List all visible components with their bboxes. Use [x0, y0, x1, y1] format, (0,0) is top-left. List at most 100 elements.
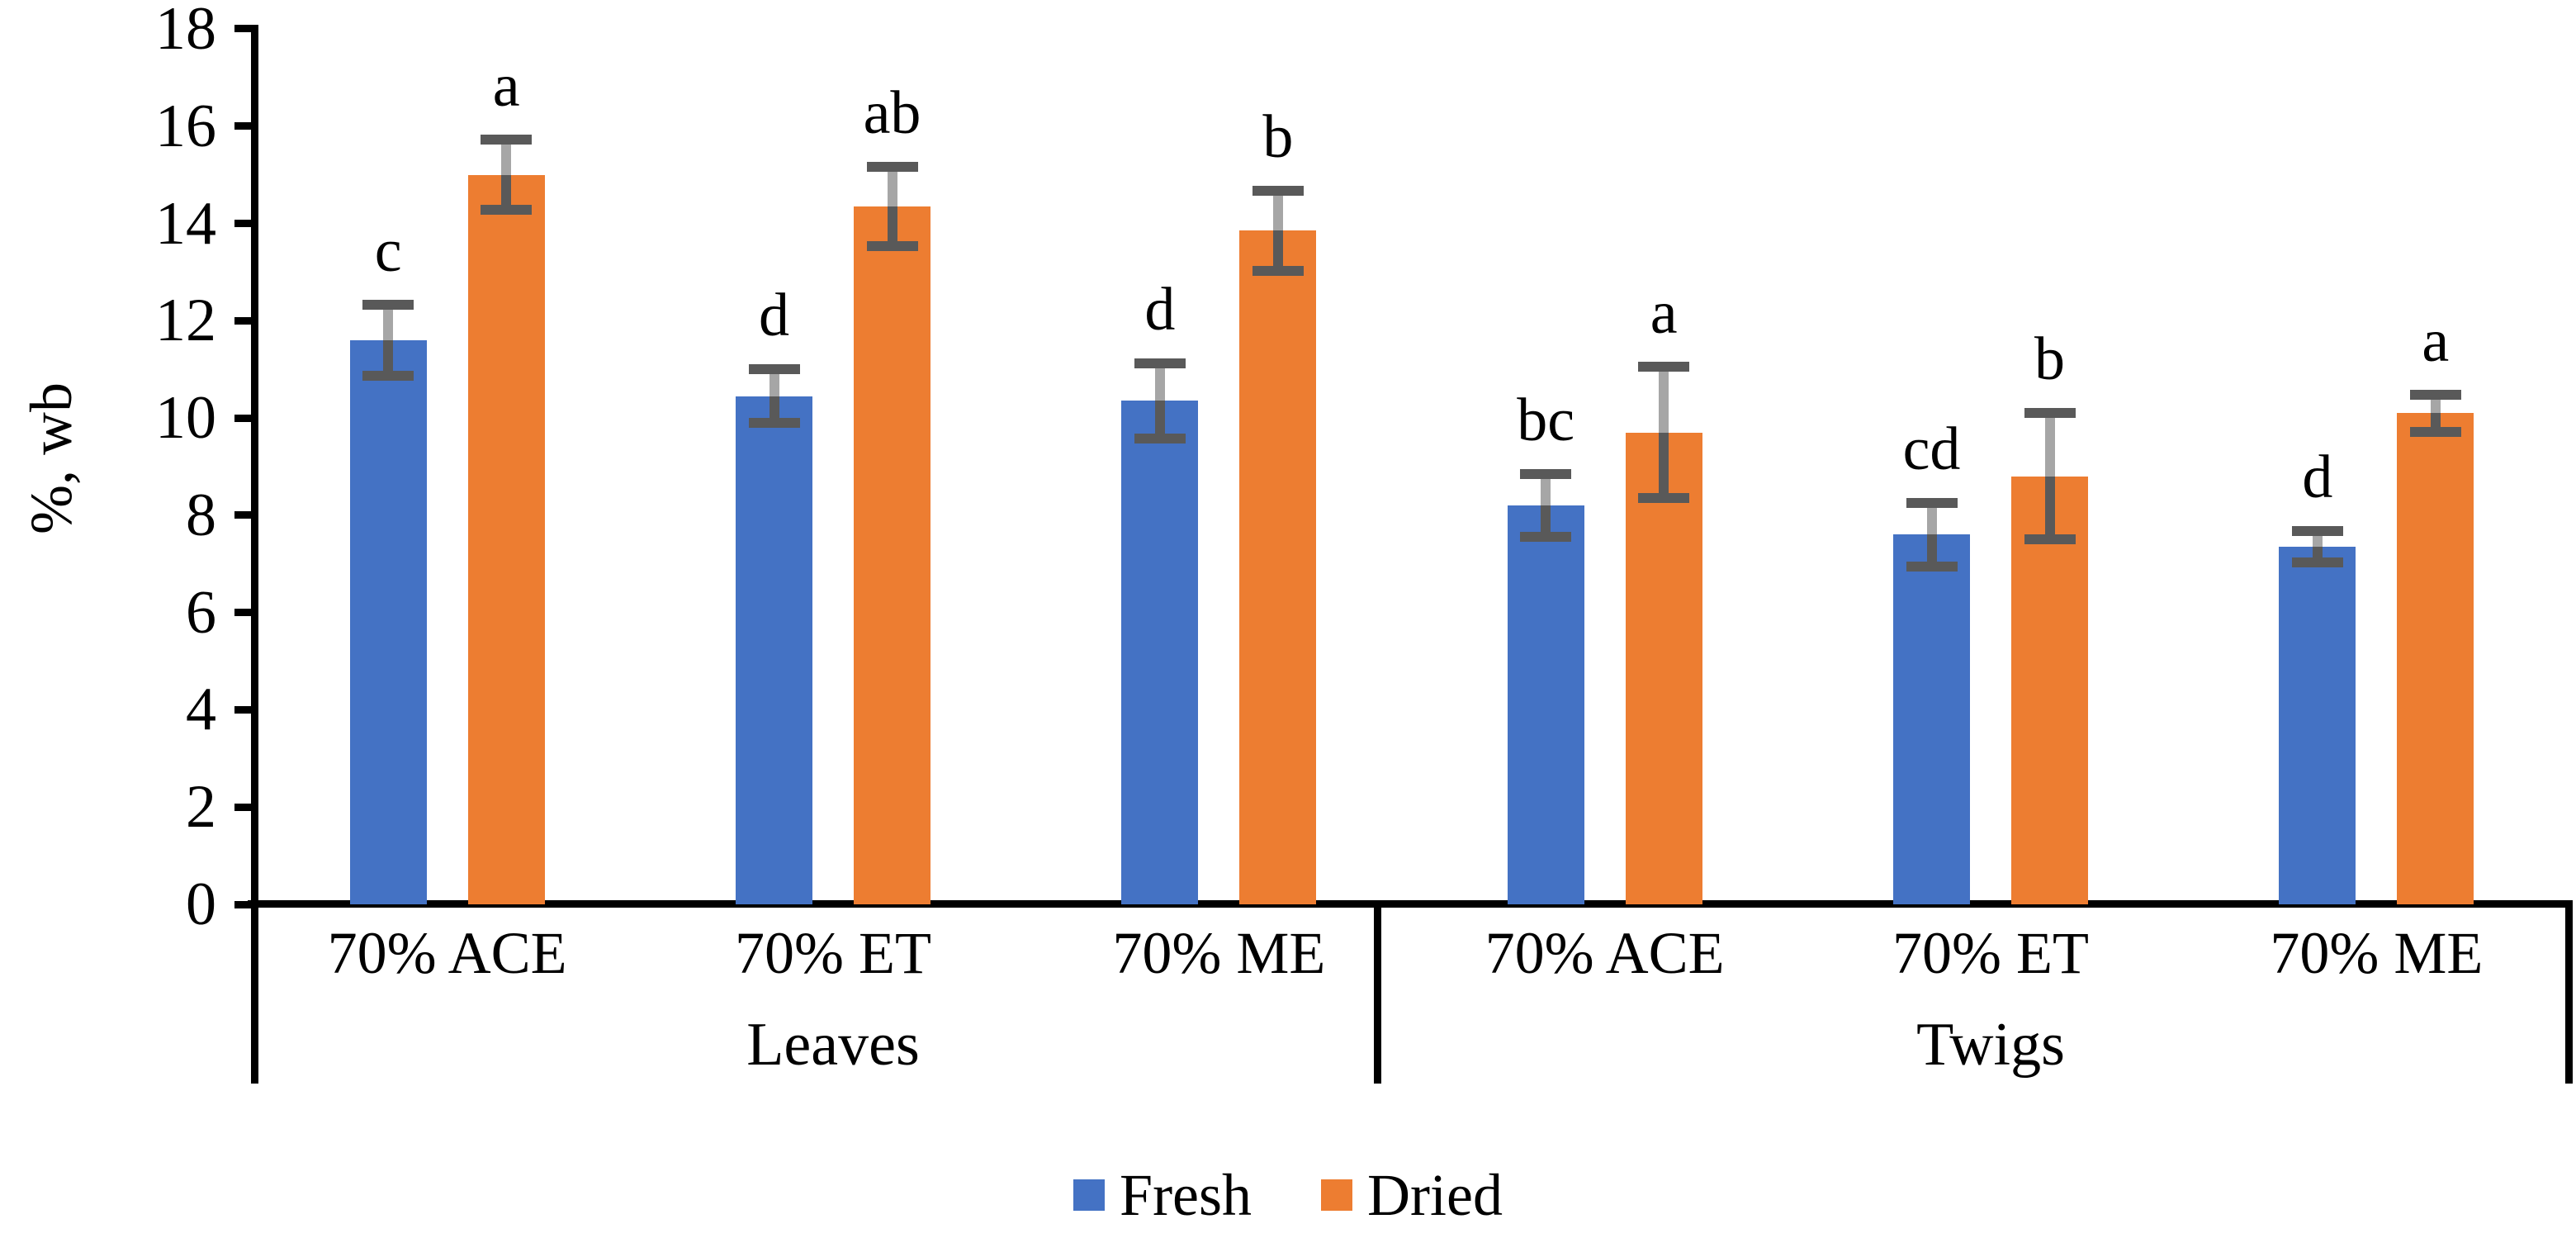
- y-axis-tick: [234, 900, 254, 908]
- error-bar-top-cap: [362, 299, 414, 310]
- category-label: 70% ME: [1112, 920, 1326, 986]
- bar-dried: [1239, 230, 1317, 904]
- error-bar-top-cap: [1906, 498, 1958, 509]
- error-bar-upper-whisker: [1659, 367, 1669, 433]
- error-bar-lower-whisker: [1541, 505, 1551, 537]
- y-axis-title: %, wb: [18, 382, 84, 534]
- y-axis-tick-label: 2: [186, 773, 216, 842]
- y-axis-tick-label: 14: [155, 189, 216, 258]
- legend-label-fresh: Fresh: [1120, 1162, 1252, 1228]
- error-bar-bottom-cap: [748, 417, 800, 428]
- error-bar-lower-whisker: [1154, 401, 1165, 439]
- error-bar-bottom-cap: [1520, 531, 1572, 542]
- error-bar-top-cap: [1520, 469, 1572, 480]
- y-axis-tick: [234, 220, 254, 228]
- category-label: 70% ACE: [327, 920, 567, 986]
- y-axis-tick: [234, 609, 254, 617]
- bar-fresh: [1121, 401, 1199, 904]
- chart-legend: Fresh Dried: [0, 1165, 2576, 1225]
- significance-letter: bc: [1517, 387, 1575, 455]
- error-bar-lower-whisker: [1659, 432, 1669, 499]
- error-bar-lower-whisker: [2044, 476, 2055, 540]
- significance-letter: b: [1262, 103, 1294, 172]
- y-axis-tick-label: 12: [155, 287, 216, 355]
- significance-letter: d: [2302, 443, 2333, 512]
- bar-fresh: [1893, 534, 1970, 904]
- error-bar-bottom-cap: [1906, 561, 1958, 572]
- y-axis-tick-label: 16: [155, 92, 216, 160]
- error-bar-upper-whisker: [2044, 413, 2055, 477]
- error-bar-upper-whisker: [887, 166, 897, 206]
- plot-right-border: [2565, 904, 2573, 1084]
- error-bar-upper-whisker: [1541, 474, 1551, 506]
- error-bar-upper-whisker: [501, 140, 512, 175]
- error-bar-lower-whisker: [769, 396, 779, 423]
- error-bar-bottom-cap: [866, 241, 918, 252]
- category-label: 70% ET: [1892, 920, 2089, 986]
- error-bar-top-cap: [1638, 362, 1690, 372]
- error-bar-bottom-cap: [362, 370, 414, 381]
- bar-dried: [2011, 476, 2088, 904]
- bar-fresh: [349, 339, 427, 904]
- error-bar-top-cap: [2409, 389, 2461, 400]
- error-bar-bottom-cap: [2024, 534, 2076, 545]
- y-axis-tick: [234, 803, 254, 811]
- error-bar-top-cap: [1252, 186, 1304, 197]
- bar-fresh: [736, 396, 812, 904]
- bar-dried: [854, 206, 930, 904]
- error-bar-upper-whisker: [383, 304, 394, 340]
- error-bar-upper-whisker: [1926, 503, 1937, 535]
- group-divider: [1374, 904, 1381, 1084]
- error-bar-upper-whisker: [769, 369, 779, 396]
- error-bar-bottom-cap: [1252, 265, 1304, 276]
- y-axis-tick-label: 10: [155, 384, 216, 453]
- y-axis-tick-label: 18: [155, 0, 216, 63]
- category-label: 70% ET: [735, 920, 931, 986]
- y-axis-tick: [234, 705, 254, 714]
- group-label-leaves: Leaves: [746, 1011, 920, 1079]
- error-bar-bottom-cap: [2291, 557, 2343, 567]
- y-axis-tick: [234, 122, 254, 130]
- y-axis-tick-label: 8: [186, 481, 216, 549]
- bar-dried: [2397, 413, 2474, 904]
- x-axis-line: [248, 900, 2573, 908]
- error-bar-lower-whisker: [1926, 534, 1937, 567]
- legend-item-fresh: Fresh: [1073, 1165, 1252, 1225]
- error-bar-lower-whisker: [1272, 230, 1283, 271]
- bar-fresh: [1507, 505, 1584, 904]
- y-axis-tick-label: 6: [186, 578, 216, 647]
- y-axis-tick-label: 0: [186, 870, 216, 938]
- legend-swatch-fresh: [1073, 1179, 1106, 1211]
- error-bar-top-cap: [866, 161, 918, 172]
- legend-label-dried: Dried: [1367, 1162, 1503, 1228]
- error-bar-bottom-cap: [1638, 493, 1690, 504]
- significance-letter: ab: [863, 78, 921, 147]
- error-bar-top-cap: [748, 364, 800, 375]
- significance-letter: cd: [1902, 415, 1961, 484]
- y-axis-tick: [234, 25, 254, 33]
- bar-fresh: [2279, 547, 2356, 904]
- error-bar-top-cap: [2291, 526, 2343, 537]
- significance-letter: c: [374, 216, 402, 285]
- error-bar-bottom-cap: [2409, 426, 2461, 437]
- y-axis-tick-label: 4: [186, 676, 216, 744]
- error-bar-lower-whisker: [501, 174, 512, 211]
- error-bar-lower-whisker: [383, 339, 394, 376]
- significance-letter: b: [2034, 325, 2065, 394]
- y-axis-line: [251, 25, 258, 1084]
- error-bar-upper-whisker: [1154, 363, 1165, 401]
- legend-item-dried: Dried: [1321, 1165, 1503, 1225]
- significance-letter: a: [2422, 306, 2450, 375]
- y-axis-tick: [234, 414, 254, 422]
- legend-swatch-dried: [1321, 1179, 1353, 1211]
- error-bar-lower-whisker: [887, 206, 897, 247]
- y-axis-tick: [234, 316, 254, 325]
- significance-letter: a: [1650, 279, 1678, 348]
- error-bar-bottom-cap: [1134, 434, 1186, 444]
- significance-letter: d: [1144, 275, 1176, 344]
- y-axis-tick: [234, 511, 254, 519]
- error-bar-bottom-cap: [481, 205, 533, 216]
- error-bar-top-cap: [2024, 408, 2076, 419]
- error-bar-top-cap: [1134, 358, 1186, 368]
